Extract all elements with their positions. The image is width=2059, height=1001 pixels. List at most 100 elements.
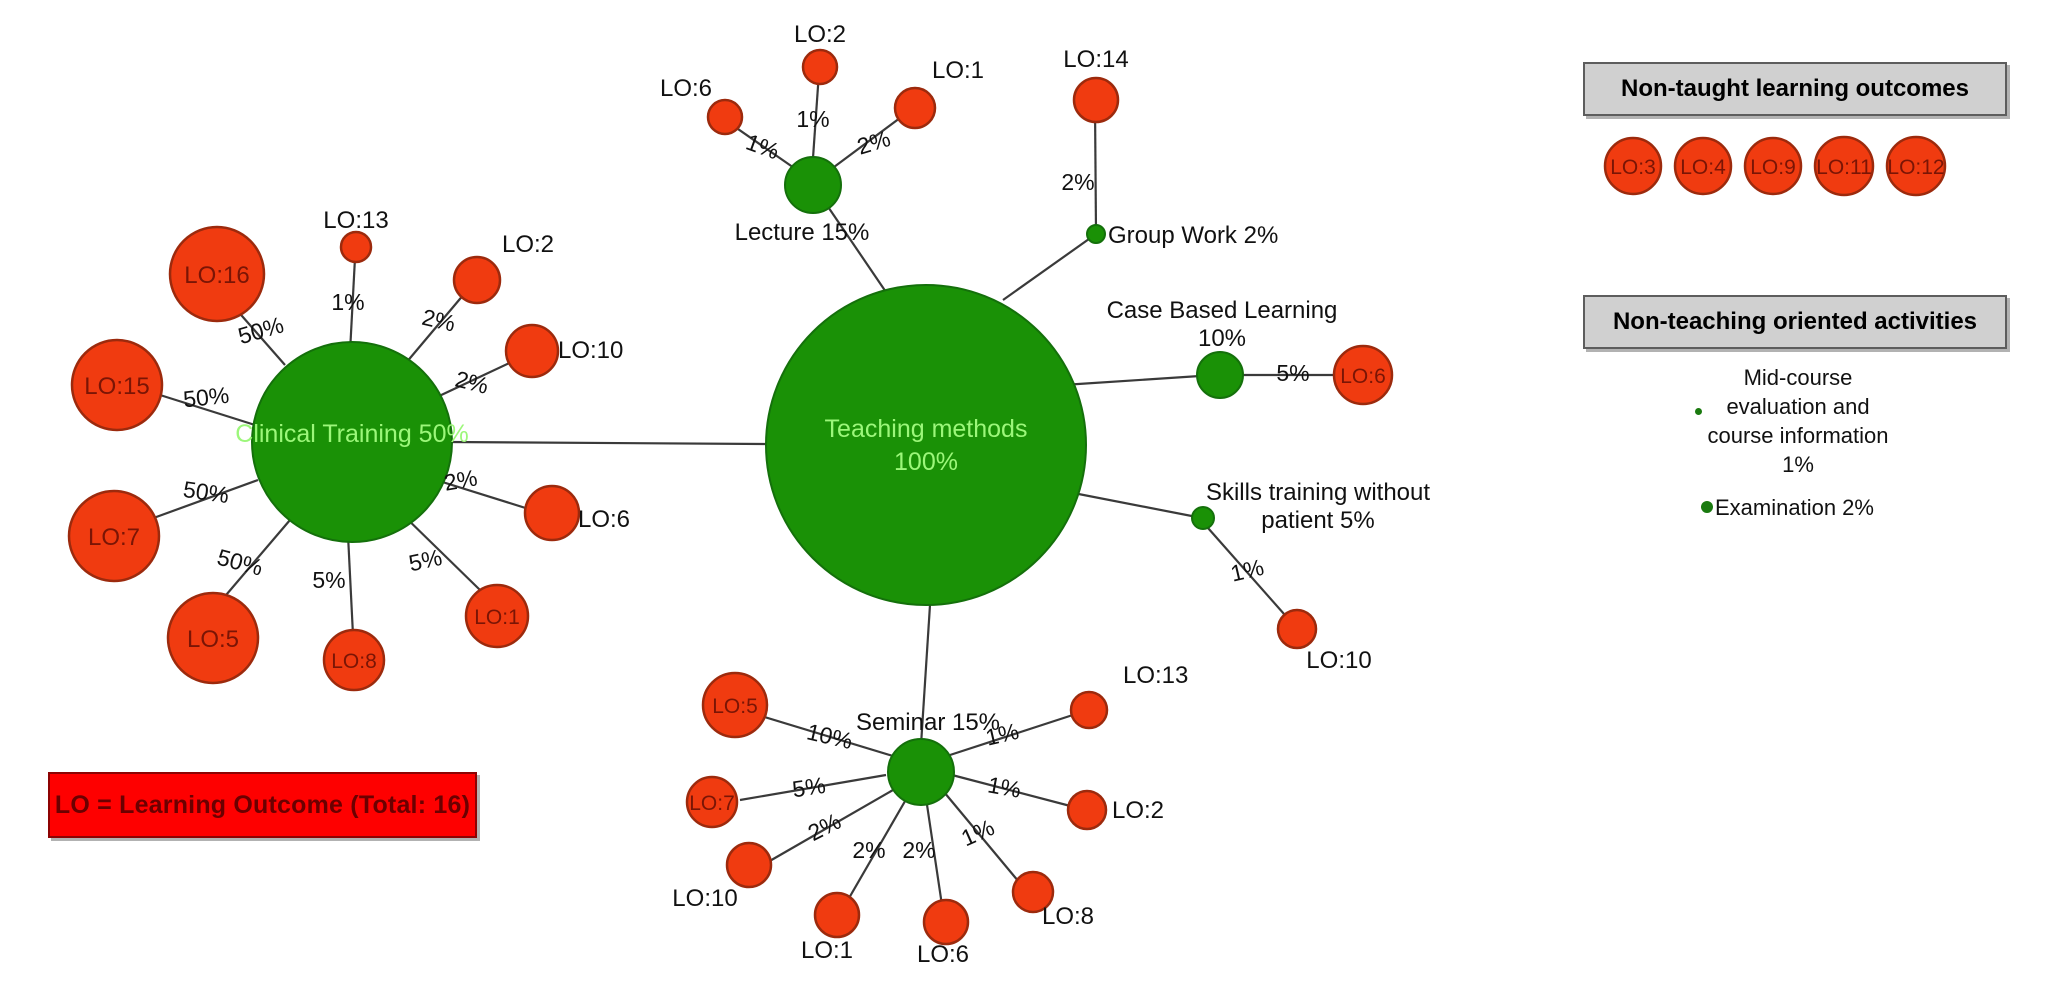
lo-node-lo2-lecture[interactable] [801,48,839,86]
lo-node-lo13-clinical[interactable] [339,230,373,264]
non-teaching-item-examination-label: Examination 2% [1715,495,1874,520]
edge-weight-seminar-lo1: 2% [852,837,885,863]
lo-label-lo12: LO:12 [1887,156,1944,179]
lo-label-lo7: LO:7 [88,524,140,551]
edge-seminar-lo8 [943,791,1025,889]
lo-node-lo15[interactable] [70,338,164,432]
lo-node-lo5[interactable] [166,591,260,685]
lo-node-lo11[interactable] [1813,135,1875,197]
hub-label-clinical-training: Clinical Training 50% [235,420,468,448]
lo-label-lo5-seminar: LO:5 [712,695,758,718]
edge-weight-seminar-lo6: 2% [902,837,935,863]
edge-clinical-lo5 [214,519,291,609]
edge-clinical-lo13 [348,257,357,353]
lo-node-lo8[interactable] [322,628,386,692]
lo-label-lo3: LO:3 [1610,156,1656,179]
lo-label-lo2-seminar: LO:2 [1112,797,1164,824]
lo-node-lo16[interactable] [168,225,266,323]
lo-node-lo1-clinical[interactable] [464,583,530,649]
lo-node-lo10-skills[interactable] [1276,608,1318,650]
edge-weight-seminar-lo8: 1% [957,814,998,851]
hub-label-seminar: Seminar 15% [856,709,1000,736]
lo-node-lo14[interactable] [1072,76,1120,124]
edge-weight-clinical-lo7: 50% [182,476,231,508]
edge-weight-seminar-lo7: 5% [791,772,828,802]
edge-weight-clinical-lo13: 1% [331,289,364,315]
lo-node-lo4[interactable] [1673,136,1733,196]
lo-label-lo16: LO:16 [184,262,249,289]
lo-node-lo13-seminar[interactable] [1069,690,1109,730]
edge-seminar-lo1 [844,795,909,906]
hub-node-case-based-learning[interactable] [1196,351,1244,399]
edge-seminar-lo6 [924,797,945,913]
lo-node-lo7-seminar[interactable] [685,775,739,829]
hub-label-cbl-line1: Case Based Learning [1107,297,1338,324]
hub-label-teaching-methods-line1: Teaching methods [825,415,1028,443]
lo-label-lo1-lecture: LO:1 [932,57,984,84]
edge-clinical-lo8 [346,534,355,636]
lo-label-lo5: LO:5 [187,626,239,653]
lo-node-lo2-seminar[interactable] [1066,789,1108,831]
edge-weight-lecture-lo1: 2% [854,125,893,160]
hub-nodes: Teaching methods 100% Clinical Training … [235,156,1430,806]
hub-node-skills-training[interactable] [1191,506,1215,530]
lo-node-lo6-seminar[interactable] [922,898,970,946]
lo-node-lo10-seminar[interactable] [725,841,773,889]
hub-label-lecture: Lecture 15% [735,219,870,246]
hub-label-cbl-line2: 10% [1198,325,1246,352]
edge-seminar-lo2 [951,773,1079,810]
hub-node-clinical-training[interactable] [251,341,453,543]
lo-node-lo3[interactable] [1603,136,1663,196]
lo-label-lo10-clinical: LO:10 [558,337,623,364]
green-dot-icon-examination [1701,501,1713,513]
edge-teaching-cbl [1062,373,1216,387]
edge-weight-clinical-lo15: 50% [182,382,231,413]
panel-non-taught-title: Non-taught learning outcomes [1583,62,2007,116]
non-taught-circles-svg: LO:3 LO:4 LO:9 LO:11 LO:12 [1603,135,1947,197]
hub-node-teaching-methods[interactable] [765,284,1087,606]
edge-teaching-skills [1057,488,1203,520]
edge-teaching-seminar [919,604,932,746]
lo-node-lo6-cbl[interactable] [1332,344,1394,406]
lo-node-lo6-clinical[interactable] [523,484,581,542]
edge-weight-clinical-lo10: 2% [453,366,492,399]
lo-node-lo5-seminar[interactable] [701,671,769,739]
hub-node-seminar[interactable] [887,738,955,806]
edge-seminar-lo10 [767,789,894,863]
lo-node-lo7[interactable] [67,489,161,583]
edge-groupwork-lo14 [1093,104,1098,233]
lo-label-lo7-seminar: LO:7 [689,792,735,815]
lo-node-lo8-seminar[interactable] [1011,870,1055,914]
lo-node-lo9[interactable] [1743,136,1803,196]
lo-label-lo10-seminar: LO:10 [672,885,737,912]
edge-weight-clinical-lo8: 5% [312,567,345,593]
lo-node-lo1-lecture[interactable] [893,86,937,130]
non-teaching-activities-list: Mid-course evaluation and course informa… [1583,358,2003,520]
edge-teaching-lecture [819,194,889,296]
edge-seminar-lo7 [739,773,887,802]
non-taught-outcomes-row: LO:3 LO:4 LO:9 LO:11 LO:12 [1596,135,1996,197]
edge-weight-seminar-lo10: 2% [804,808,845,846]
edge-skills-lo10 [1207,527,1293,624]
hub-node-lecture[interactable] [784,156,842,214]
edge-seminar-lo13 [949,710,1083,757]
lo-node-lo1-seminar[interactable] [813,891,861,939]
lecture-leaf-nodes: LO:6 LO:2 LO:1 [660,21,984,136]
lo-node-lo2-clinical[interactable] [452,255,502,305]
panel-non-taught-title-text: Non-taught learning outcomes [1621,75,1969,102]
edge-weight-lecture-lo2: 1% [796,106,829,132]
lo-label-lo4: LO:4 [1680,156,1726,179]
hub-label-skills-line2: patient 5% [1261,507,1374,534]
lo-node-lo12[interactable] [1885,135,1947,197]
lo-node-lo6-lecture[interactable] [706,98,744,136]
lo-label-lo13-clinical: LO:13 [323,207,388,234]
lo-label-lo9: LO:9 [1750,156,1796,179]
edge-weight-cbl-lo6: 5% [1276,360,1309,386]
skills-leaf-nodes: LO:10 [1276,608,1372,674]
edge-clinical-lo7 [147,478,259,522]
hub-node-group-work[interactable] [1086,224,1106,244]
lo-node-lo10-clinical[interactable] [504,323,560,379]
lo-label-lo6-clinical: LO:6 [578,506,630,533]
edge-teaching-groupwork [1002,233,1097,301]
